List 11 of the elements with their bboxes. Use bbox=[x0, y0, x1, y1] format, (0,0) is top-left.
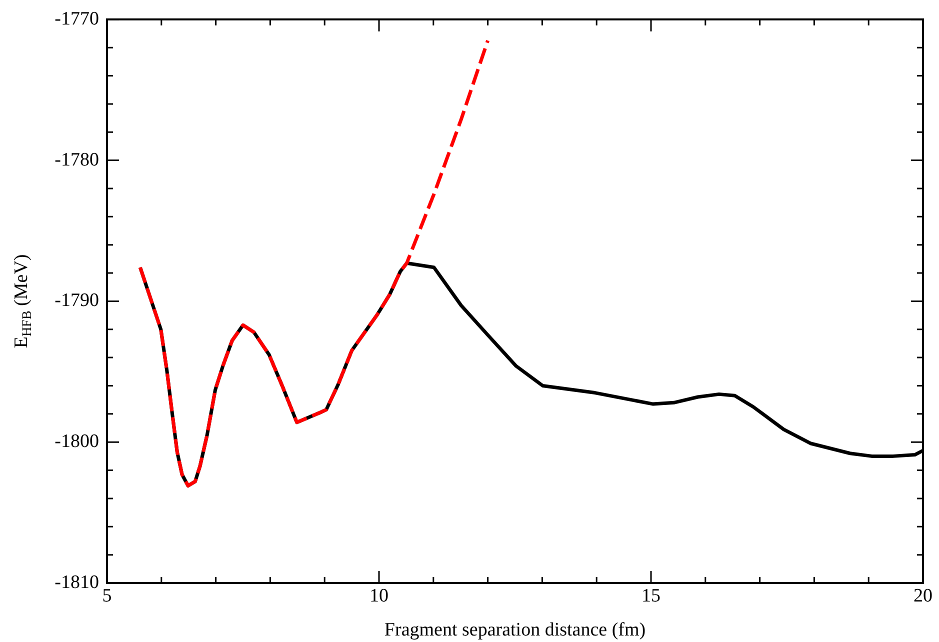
y-tick-label: -1810 bbox=[54, 572, 99, 593]
x-tick-label: 15 bbox=[642, 585, 660, 606]
x-tick-label: 10 bbox=[370, 585, 388, 606]
y-tick-label: -1780 bbox=[54, 149, 99, 170]
y-tick-label: -1800 bbox=[54, 431, 99, 452]
x-axis-title: Fragment separation distance (fm) bbox=[384, 620, 646, 641]
x-tick-label: 5 bbox=[102, 585, 112, 606]
y-tick-label: -1770 bbox=[54, 8, 99, 30]
x-tick-label: 20 bbox=[914, 585, 932, 606]
y-axis-title: EHFB (MeV) bbox=[10, 254, 34, 348]
y-tick-label: -1790 bbox=[54, 290, 99, 312]
